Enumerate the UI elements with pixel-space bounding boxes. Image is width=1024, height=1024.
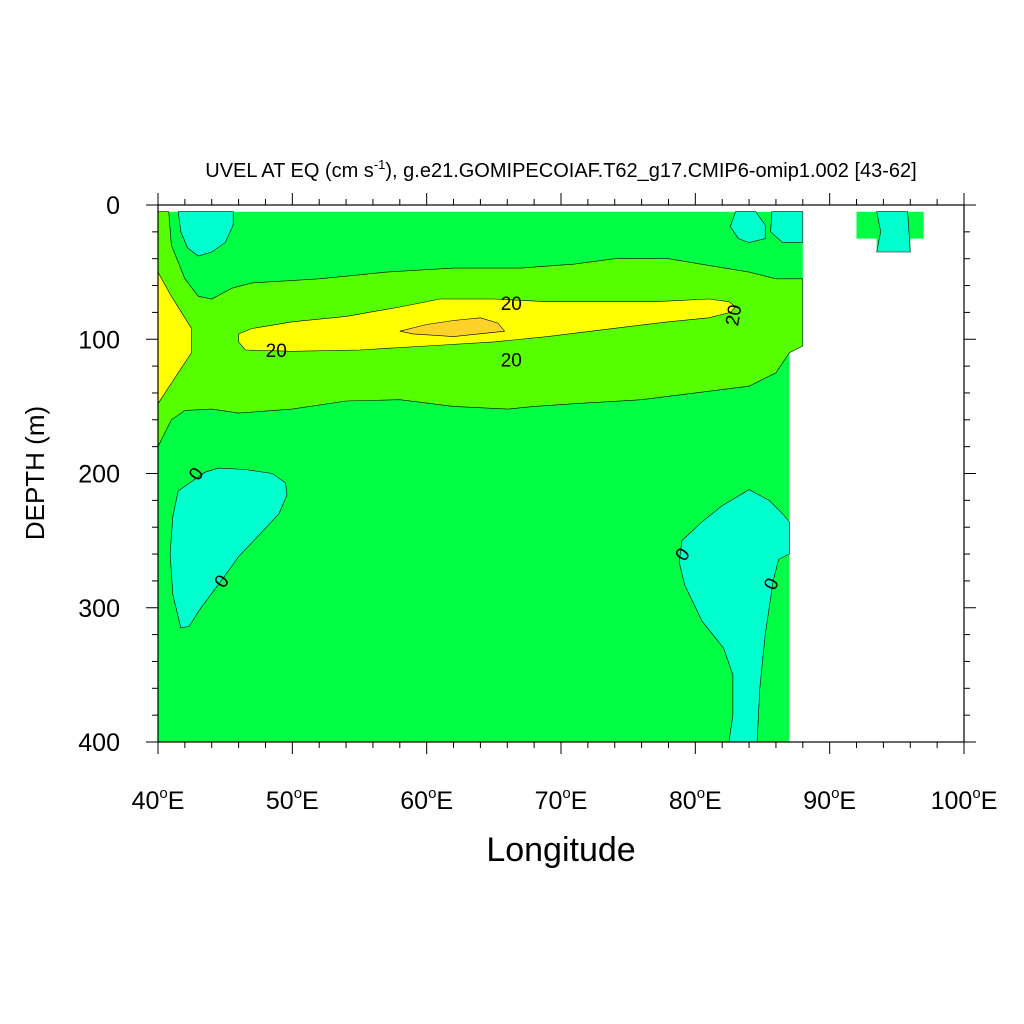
above-30-core bbox=[399, 317, 506, 337]
y-tick-label: 200 bbox=[78, 461, 120, 489]
y-tick-label: 400 bbox=[78, 729, 120, 757]
x-axis-label: Longitude bbox=[486, 831, 635, 869]
x-tick-label: 80oE bbox=[669, 785, 722, 815]
contour-label: 20 bbox=[266, 341, 287, 362]
y-axis-label: DEPTH (m) bbox=[20, 406, 50, 540]
contour-label: 20 bbox=[722, 303, 746, 327]
x-tick-label: 40oE bbox=[132, 785, 185, 815]
y-tick-label: 300 bbox=[78, 595, 120, 623]
contour-regions bbox=[157, 211, 924, 743]
x-tick-label: 100oE bbox=[931, 785, 998, 815]
x-tick-label: 50oE bbox=[266, 785, 319, 815]
negative-patch-west-deep bbox=[169, 467, 288, 629]
contour-label: 20 bbox=[501, 350, 522, 371]
negative-patch-east-strait bbox=[876, 211, 911, 253]
title-unit-exponent: -1 bbox=[374, 157, 386, 172]
negative-patch-northeast-1 bbox=[729, 211, 766, 243]
negative-patch-east-deep bbox=[678, 489, 790, 743]
negative-patch-northeast-2 bbox=[770, 211, 804, 243]
y-tick-label: 100 bbox=[78, 326, 120, 354]
x-tick-label: 90oE bbox=[803, 785, 856, 815]
x-tick-label: 60oE bbox=[400, 785, 453, 815]
contour-label: 20 bbox=[501, 294, 522, 315]
plot-axes: 40oE 50oE 60oE 70oE 80oE 90oE 100oE 0 100 200 300 4… bbox=[78, 192, 997, 815]
chart-title: UVEL AT EQ (cm s-1), g.e21.GOMIPECOIAF.T… bbox=[205, 157, 916, 182]
negative-patch-northwest bbox=[177, 211, 234, 257]
y-tick-label: 0 bbox=[106, 192, 120, 220]
x-tick-label: 70oE bbox=[535, 785, 588, 815]
